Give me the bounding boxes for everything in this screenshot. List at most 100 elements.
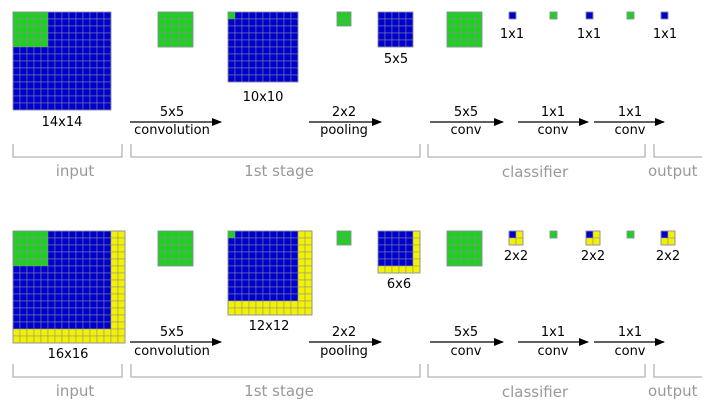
grid-cell — [283, 67, 292, 76]
grid-cell — [103, 251, 112, 260]
grid-cell — [33, 300, 42, 309]
grid-cell — [234, 286, 243, 295]
grid-cell — [54, 328, 63, 337]
grid-cell — [89, 81, 98, 90]
grid-cell — [474, 237, 483, 246]
grid-cell — [248, 32, 257, 41]
grid-cell — [227, 67, 236, 76]
output-c-size-label: 1x1 — [653, 27, 677, 42]
grid-cell — [89, 53, 98, 62]
grid-cell — [262, 32, 271, 41]
grid-cell — [234, 18, 243, 27]
grid-cell — [171, 25, 180, 34]
grid-cell — [377, 265, 386, 274]
grid-cell — [446, 25, 455, 34]
grid-cell — [19, 314, 28, 323]
grid-cell — [26, 300, 35, 309]
grid-cell — [40, 11, 49, 20]
grid-cell — [412, 265, 421, 274]
grid-cell — [290, 74, 299, 83]
grid-cell — [227, 18, 236, 27]
grid-cell — [297, 244, 306, 253]
grid-cell — [178, 39, 187, 48]
grid-cell — [19, 328, 28, 337]
grid-cell — [54, 11, 63, 20]
grid-cell — [89, 307, 98, 316]
grid-cell — [47, 95, 56, 104]
pool-output-grid-5x5 — [377, 11, 414, 48]
grid-cell — [384, 258, 393, 267]
grid-cell — [96, 286, 105, 295]
grid-cell — [255, 60, 264, 69]
grid-border — [585, 230, 601, 246]
grid-cell — [508, 11, 517, 20]
grid-cell — [391, 244, 400, 253]
output-c-size-label: 2x2 — [656, 249, 680, 264]
grid-cell — [185, 230, 194, 239]
grid-cell — [391, 265, 400, 274]
grid-cell — [262, 265, 271, 274]
input-stage-label: input — [56, 162, 95, 180]
grid-cell — [40, 95, 49, 104]
grid-cell — [269, 307, 278, 316]
grid-cell — [185, 244, 194, 253]
grid-cell — [283, 60, 292, 69]
grid-cell — [117, 335, 126, 344]
grid-cell — [304, 293, 313, 302]
grid-cell — [82, 258, 91, 267]
grid-cell — [96, 265, 105, 274]
grid-cell — [96, 272, 105, 281]
grid-cell — [255, 46, 264, 55]
grid-cell — [248, 67, 257, 76]
grid-cell — [248, 307, 257, 316]
grid-cell — [377, 39, 386, 48]
grid-cell — [227, 251, 236, 260]
grid-cell — [96, 279, 105, 288]
grid-cell — [75, 230, 84, 239]
grid-cell — [446, 251, 455, 260]
grid-cell — [33, 265, 42, 274]
grid-cell — [54, 230, 63, 239]
grid-cell — [68, 244, 77, 253]
grid-cell — [297, 286, 306, 295]
grid-cell — [103, 265, 112, 274]
grid-cell — [453, 251, 462, 260]
grid-cell — [75, 286, 84, 295]
grid-cell — [33, 25, 42, 34]
grid-cell — [171, 18, 180, 27]
grid-cell — [248, 53, 257, 62]
grid-cell — [467, 237, 476, 246]
grid-cell — [248, 286, 257, 295]
grid-cell — [297, 258, 306, 267]
grid-cell — [61, 279, 70, 288]
grid-cell — [290, 230, 299, 239]
pool-kernel-2x2-grid — [336, 11, 352, 27]
grid-cell — [234, 53, 243, 62]
grid-cell — [96, 251, 105, 260]
grid-cell — [96, 244, 105, 253]
grid-cell — [19, 74, 28, 83]
grid-cell — [61, 25, 70, 34]
grid-cell — [460, 39, 469, 48]
grid-cell — [19, 335, 28, 344]
grid-cell — [54, 18, 63, 27]
grid-cell — [377, 18, 386, 27]
kernel-5x5-grid — [157, 11, 194, 48]
grid-cell — [96, 32, 105, 41]
grid-cell — [19, 46, 28, 55]
grid-cell — [47, 237, 56, 246]
grid-cell — [40, 32, 49, 41]
grid-cell — [103, 88, 112, 97]
grid-cell — [405, 11, 414, 20]
grid-cell — [283, 307, 292, 316]
grid-cell — [89, 258, 98, 267]
conv-output-size-label: 12x12 — [249, 319, 290, 334]
grid-cell — [255, 286, 264, 295]
grid-cell — [26, 335, 35, 344]
grid-cell — [33, 279, 42, 288]
grid-cell — [54, 265, 63, 274]
grid-cell — [336, 18, 345, 27]
grid-cell — [384, 25, 393, 34]
grid-cell — [89, 251, 98, 260]
grid-cell — [47, 46, 56, 55]
